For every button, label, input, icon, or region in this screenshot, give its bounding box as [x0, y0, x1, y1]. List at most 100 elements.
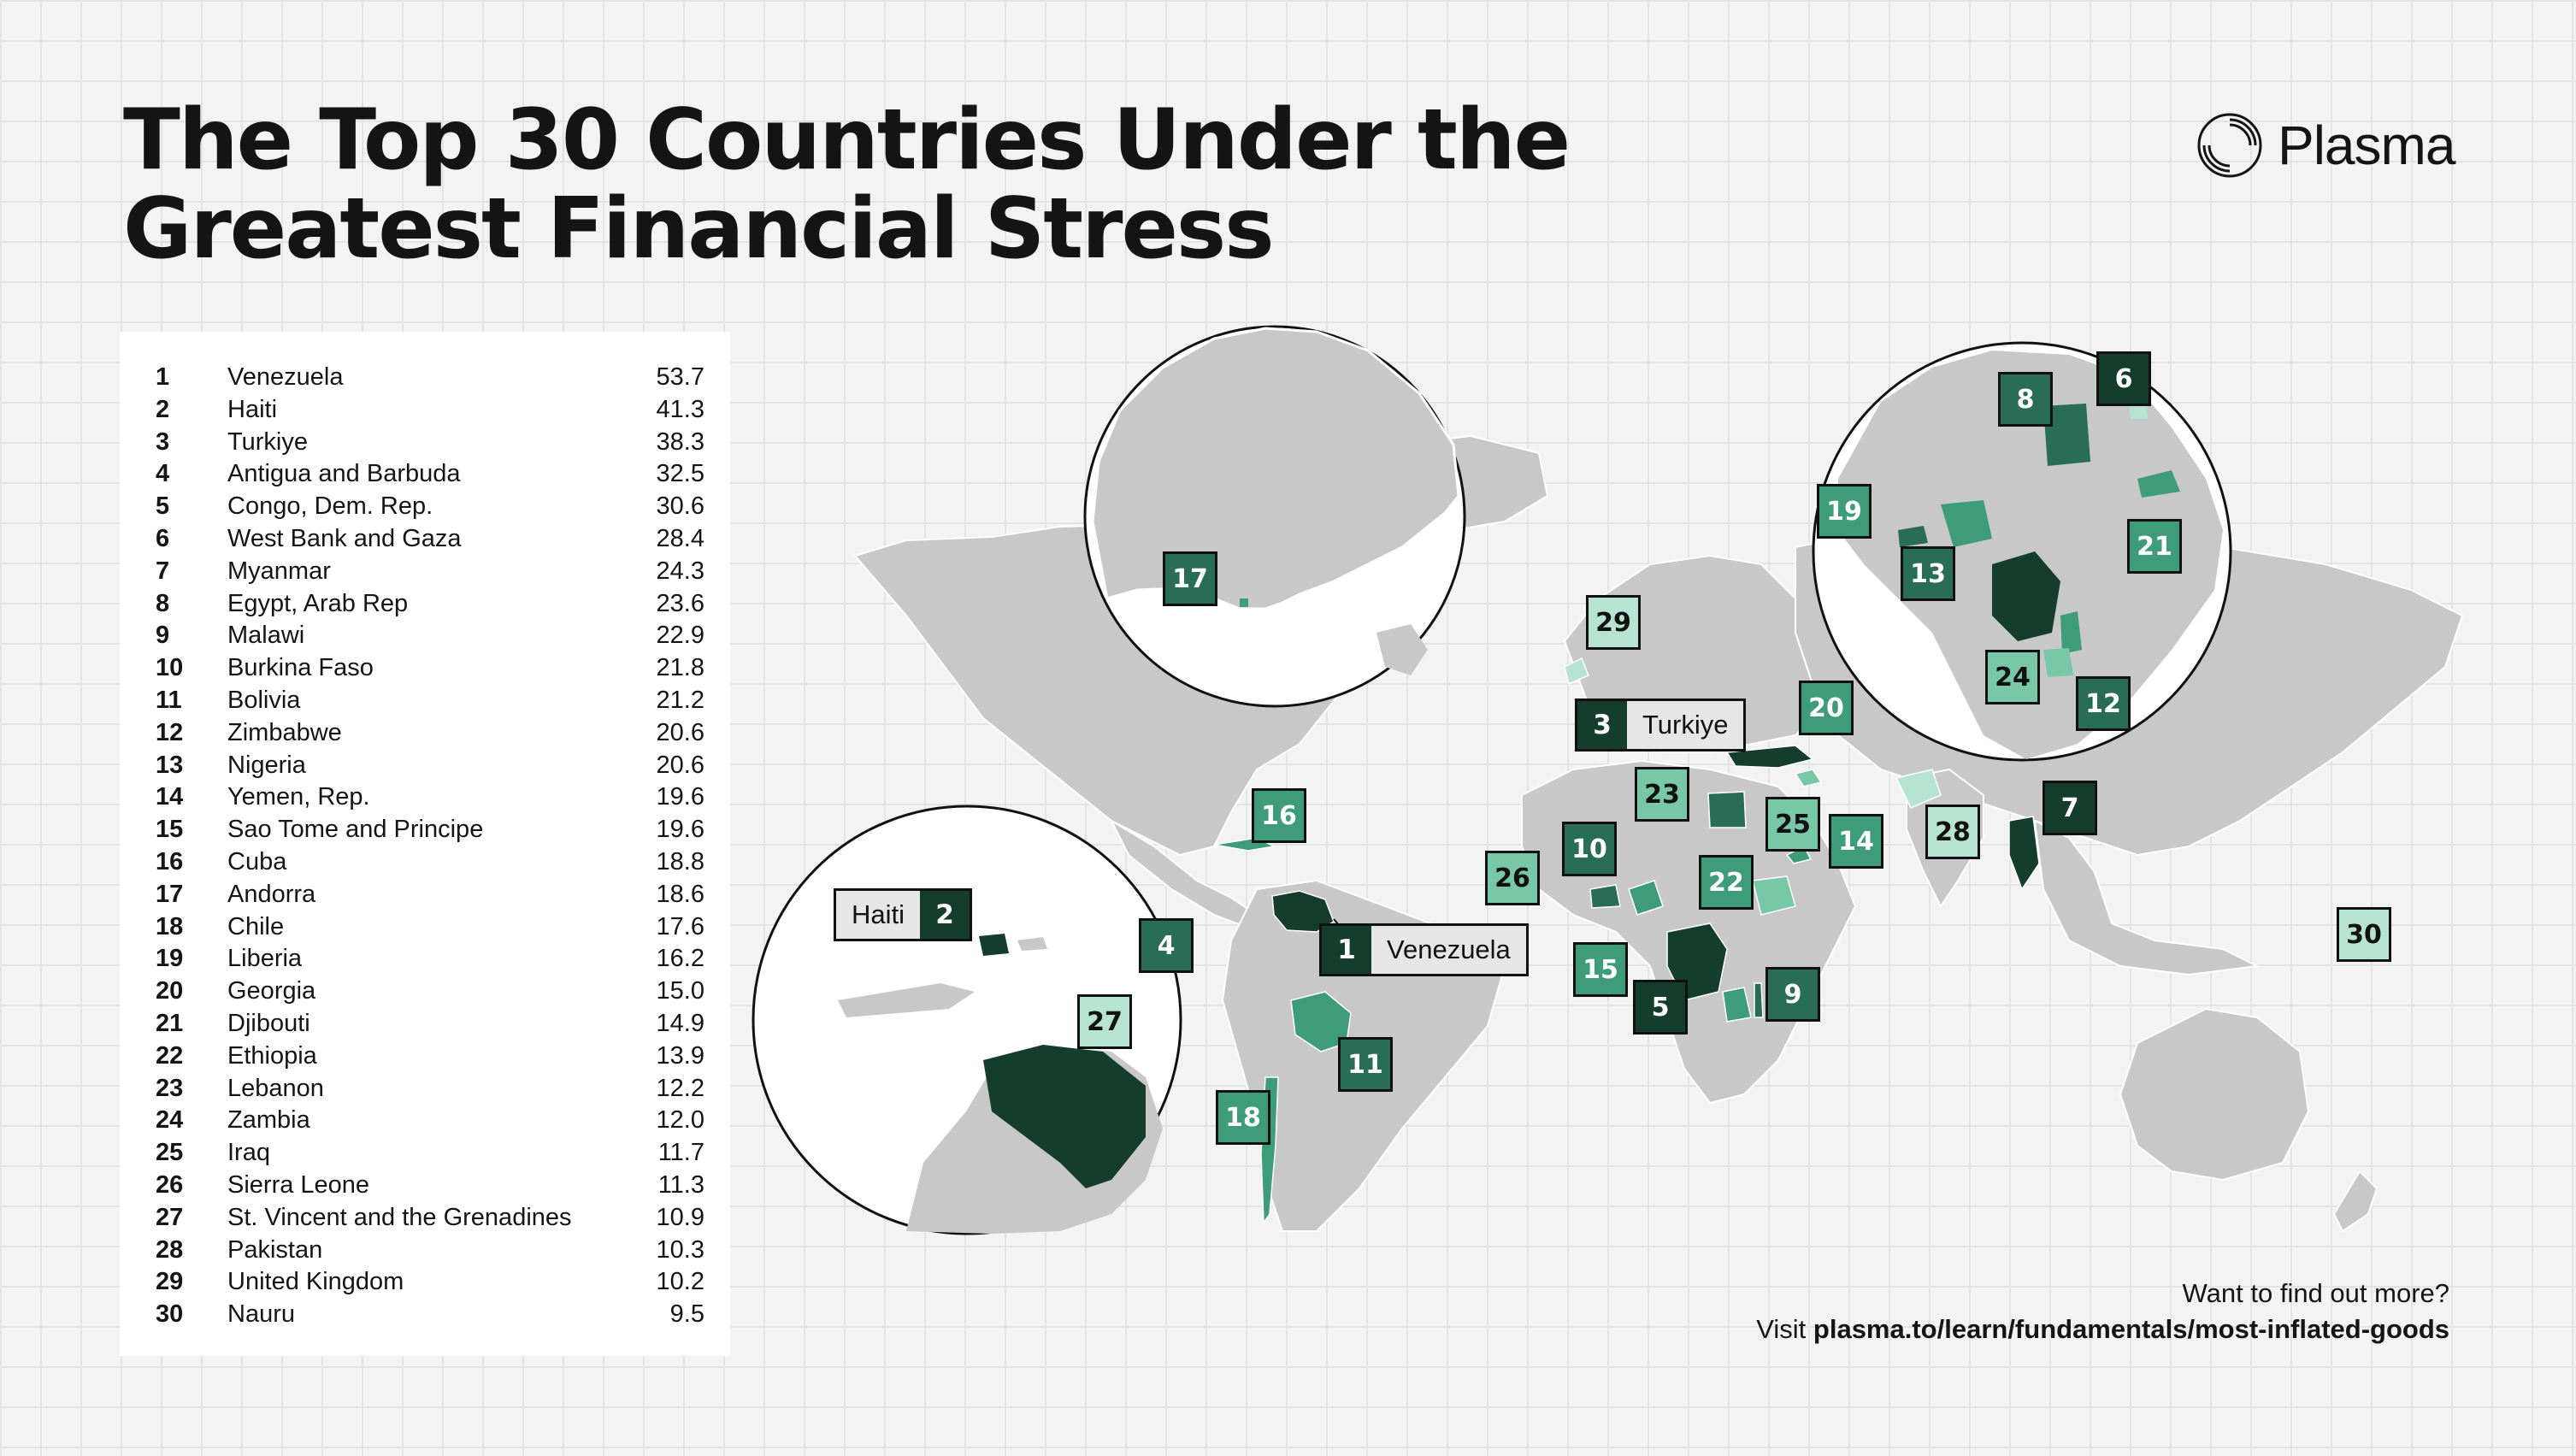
stress-value: 16.2	[656, 945, 704, 973]
rank-number: 12	[156, 718, 184, 746]
rank-number: 11	[156, 687, 182, 714]
stress-value: 10.9	[656, 1203, 704, 1231]
map-marker-20: 20	[1799, 681, 1854, 735]
stress-value: 10.3	[656, 1235, 704, 1264]
rank-number: 19	[156, 945, 184, 973]
ranking-row: 21 Djibouti 14.9	[156, 1007, 704, 1040]
rank-number: 5	[156, 492, 170, 521]
ranking-row: 6 West Bank and Gaza 28.4	[156, 522, 704, 555]
page-title: The Top 30 Countries Under the Greatest …	[123, 91, 1571, 278]
rank-number: 4	[156, 460, 170, 488]
stress-value: 23.6	[656, 589, 704, 617]
callout-label: Venezuela	[1371, 926, 1526, 974]
country-name: Pakistan	[227, 1235, 323, 1264]
stress-value: 12.0	[656, 1106, 704, 1135]
ranking-row: 4 Antigua and Barbuda 32.5	[156, 457, 704, 490]
ranking-row: 24 Zambia 12.0	[156, 1104, 704, 1136]
ranking-row: 16 Cuba 18.8	[156, 846, 704, 878]
stress-value: 9.5	[669, 1300, 704, 1329]
map-marker-7: 7	[2043, 781, 2097, 835]
stress-value: 20.6	[656, 751, 704, 779]
map-marker-25: 25	[1765, 797, 1820, 852]
country-name: Haiti	[227, 395, 278, 423]
ranking-row: 11 Bolivia 21.2	[156, 684, 704, 716]
map-marker-19: 19	[1817, 484, 1872, 539]
ranking-row: 3 Turkiye 38.3	[156, 426, 704, 458]
map-marker-29: 29	[1586, 595, 1641, 650]
stress-value: 11.7	[657, 1139, 704, 1167]
ranking-row: 29 United Kingdom 10.2	[156, 1265, 704, 1298]
ranking-row: 25 Iraq 11.7	[156, 1136, 704, 1169]
map-marker-21: 21	[2127, 519, 2182, 574]
country-name: Venezuela	[227, 363, 344, 391]
map-marker-24: 24	[1985, 650, 2040, 704]
ranking-row: 8 Egypt, Arab Rep 23.6	[156, 587, 704, 620]
country-name: Congo, Dem. Rep.	[227, 492, 433, 521]
ranking-row: 10 Burkina Faso 21.8	[156, 651, 704, 684]
map-marker-30: 30	[2337, 907, 2391, 962]
map-marker-4: 4	[1139, 918, 1194, 973]
plasma-logo-icon	[2197, 113, 2262, 178]
stress-value: 11.3	[657, 1171, 704, 1199]
map-marker-8: 8	[1998, 372, 2053, 427]
country-name: Yemen, Rep.	[227, 783, 370, 811]
country-name: Nauru	[227, 1300, 295, 1329]
map-marker-12: 12	[2076, 676, 2131, 731]
callout-turkiye: 3 Turkiye	[1575, 699, 1747, 752]
ranking-row: 26 Sierra Leone 11.3	[156, 1169, 704, 1201]
rank-number: 25	[156, 1139, 184, 1167]
footer-link[interactable]: plasma.to/learn/fundamentals/most-inflat…	[1813, 1314, 2449, 1344]
country-name: Egypt, Arab Rep	[227, 589, 409, 617]
callout-rank: 3	[1577, 701, 1627, 749]
rank-number: 8	[156, 589, 170, 617]
stress-value: 21.8	[656, 654, 704, 682]
map-marker-13: 13	[1901, 546, 1955, 601]
country-name: St. Vincent and the Grenadines	[227, 1203, 572, 1231]
rank-number: 18	[156, 912, 184, 940]
footer: Want to find out more? Visit plasma.to/l…	[1756, 1276, 2449, 1347]
stress-value: 28.4	[656, 525, 704, 552]
stress-value: 12.2	[656, 1074, 704, 1102]
rank-number: 13	[156, 751, 184, 779]
footer-line1: Want to find out more?	[2182, 1278, 2449, 1308]
ranking-row: 12 Zimbabwe 20.6	[156, 716, 704, 749]
country-name: Myanmar	[227, 557, 331, 585]
callout-rank: 2	[920, 891, 970, 939]
rank-number: 7	[156, 557, 170, 585]
map-marker-26: 26	[1485, 851, 1540, 905]
callout-label: Turkiye	[1627, 701, 1744, 749]
map-marker-5: 5	[1633, 980, 1688, 1035]
map-marker-10: 10	[1562, 822, 1617, 876]
stress-value: 10.2	[656, 1268, 704, 1296]
country-name: Djibouti	[227, 1010, 310, 1037]
country-name: Lebanon	[227, 1074, 324, 1102]
country-name: Bolivia	[227, 687, 301, 714]
country-name: Andorra	[227, 880, 316, 908]
map-marker-18: 18	[1216, 1090, 1270, 1145]
rank-number: 24	[156, 1106, 184, 1135]
country-name: Sierra Leone	[227, 1171, 370, 1199]
stress-value: 19.6	[656, 816, 704, 844]
callout-venezuela: 1 Venezuela	[1319, 923, 1529, 976]
map-marker-14: 14	[1829, 814, 1883, 869]
rank-number: 23	[156, 1074, 184, 1102]
brand-logo: Plasma	[2194, 109, 2455, 181]
ranking-row: 18 Chile 17.6	[156, 911, 704, 943]
rank-number: 28	[156, 1235, 184, 1264]
stress-value: 21.2	[656, 687, 704, 714]
ranking-row: 15 Sao Tome and Principe 19.6	[156, 813, 704, 846]
country-name: Malawi	[227, 622, 305, 650]
country-name: Antigua and Barbuda	[227, 460, 461, 488]
country-name: Cuba	[227, 848, 287, 875]
map-marker-15: 15	[1573, 942, 1628, 997]
rank-number: 10	[156, 654, 184, 682]
ranking-row: 13 Nigeria 20.6	[156, 749, 704, 781]
stress-value: 15.0	[656, 977, 704, 1005]
country-name: Zimbabwe	[227, 718, 342, 746]
country-name: United Kingdom	[227, 1268, 404, 1296]
rank-number: 9	[156, 622, 170, 650]
ranking-row: 14 Yemen, Rep. 19.6	[156, 781, 704, 813]
map-marker-6: 6	[2096, 351, 2151, 406]
rank-number: 1	[156, 363, 170, 391]
